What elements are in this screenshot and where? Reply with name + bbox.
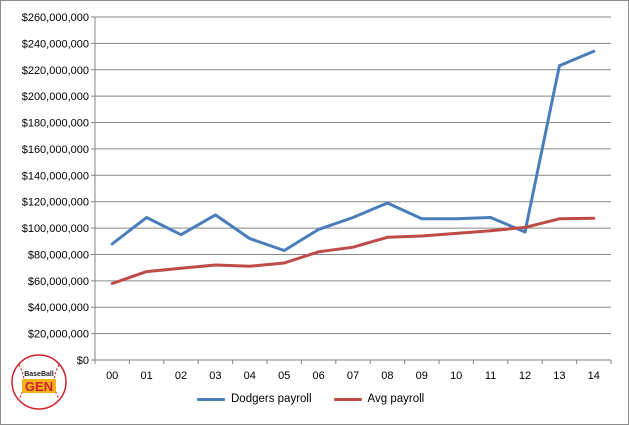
legend-item-dodgers: Dodgers payroll (197, 393, 312, 405)
y-tick-label: $180,000,000 (22, 118, 89, 130)
x-tick-label: 01 (140, 370, 152, 382)
x-tick-label: 14 (588, 370, 600, 382)
x-tick-label: 08 (381, 370, 393, 382)
x-tick-label: 10 (450, 370, 462, 382)
logo-main-text: GEN (25, 379, 53, 394)
x-tick-label: 02 (175, 370, 187, 382)
gridlines (91, 16, 612, 364)
x-tick-label: 11 (485, 370, 496, 382)
legend-label-avg: Avg payroll (367, 393, 425, 405)
series-line-avg-payroll (110, 216, 596, 285)
y-tick-label: $140,000,000 (22, 170, 89, 182)
x-tick-label: 06 (312, 370, 324, 382)
y-tick-label: $40,000,000 (28, 302, 89, 314)
x-tick-label: 05 (278, 370, 290, 382)
x-tick-label: 00 (106, 370, 118, 382)
y-tick-label: $60,000,000 (28, 276, 89, 288)
y-axis-tick-labels: $0 $20,000,000 $40,000,000 $60,000,000 $80,0… (22, 12, 89, 367)
x-tick-label: 07 (347, 370, 359, 382)
x-tick-label: 12 (519, 370, 531, 382)
y-tick-label: $120,000,000 (22, 197, 89, 209)
y-tick-label: $240,000,000 (22, 38, 89, 50)
legend: Dodgers payroll Avg payroll (197, 393, 446, 405)
y-tick-label: $220,000,000 (22, 65, 89, 77)
axes (94, 17, 611, 361)
baseball-gen-logo: BaseBall GEN (11, 354, 67, 410)
x-tick-label: 03 (209, 370, 221, 382)
y-tick-label: $20,000,000 (28, 329, 89, 341)
y-tick-label: $200,000,000 (22, 91, 89, 103)
legend-label-dodgers: Dodgers payroll (231, 393, 312, 405)
series-line-dodgers-payroll (110, 49, 596, 252)
legend-item-avg: Avg payroll (333, 393, 425, 405)
y-tick-label: $100,000,000 (22, 223, 89, 235)
series-lines (110, 49, 596, 285)
legend-swatch-dodgers (197, 397, 225, 401)
x-tick-label: 04 (244, 370, 256, 382)
legend-swatch-avg (333, 397, 362, 401)
y-tick-label: $160,000,000 (22, 144, 89, 156)
x-tick-label: 09 (416, 370, 428, 382)
x-axis-tick-labels: 00 01 02 03 04 05 06 07 08 09 10 11 12 13 14 (106, 370, 600, 382)
y-tick-label: $0 (77, 355, 89, 367)
logo-top-text: BaseBall (24, 371, 54, 378)
y-tick-label: $260,000,000 (22, 12, 89, 24)
y-tick-label: $80,000,000 (28, 249, 89, 261)
x-tick-label: 13 (553, 370, 565, 382)
